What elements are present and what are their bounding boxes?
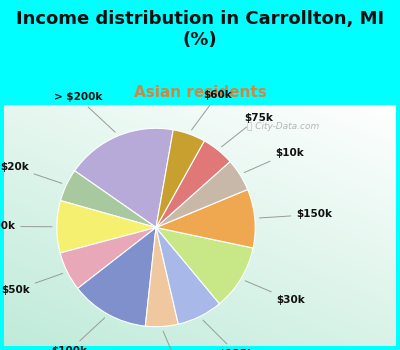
Text: Asian residents: Asian residents bbox=[134, 85, 266, 100]
Wedge shape bbox=[156, 161, 248, 228]
Wedge shape bbox=[156, 228, 220, 324]
Text: $30k: $30k bbox=[245, 281, 306, 305]
Wedge shape bbox=[156, 130, 204, 228]
Text: $20k: $20k bbox=[0, 162, 62, 183]
Text: $75k: $75k bbox=[222, 113, 273, 147]
Wedge shape bbox=[78, 228, 156, 326]
Wedge shape bbox=[60, 171, 156, 228]
Wedge shape bbox=[156, 228, 253, 304]
Text: $40k: $40k bbox=[163, 331, 193, 350]
Text: $100k: $100k bbox=[51, 318, 105, 350]
Wedge shape bbox=[60, 228, 156, 288]
Text: $125k: $125k bbox=[203, 320, 254, 350]
Wedge shape bbox=[75, 128, 173, 228]
Text: > $200k: > $200k bbox=[54, 92, 115, 132]
Wedge shape bbox=[156, 189, 255, 248]
Text: $200k: $200k bbox=[0, 222, 52, 231]
Text: $150k: $150k bbox=[260, 209, 332, 219]
Text: Income distribution in Carrollton, MI
(%): Income distribution in Carrollton, MI (%… bbox=[16, 10, 384, 49]
Wedge shape bbox=[57, 201, 156, 253]
Text: $60k: $60k bbox=[192, 90, 232, 130]
Text: $50k: $50k bbox=[1, 273, 63, 295]
Text: ⓘ City-Data.com: ⓘ City-Data.com bbox=[247, 122, 319, 131]
Wedge shape bbox=[145, 228, 178, 327]
Wedge shape bbox=[156, 141, 230, 228]
Text: $10k: $10k bbox=[244, 148, 304, 173]
